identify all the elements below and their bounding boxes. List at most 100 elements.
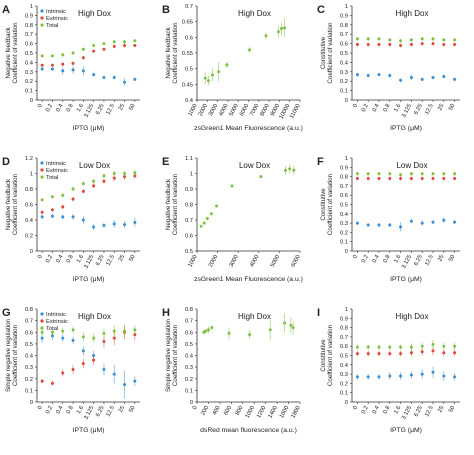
panel-d-x-tick-label: 50: [128, 254, 136, 263]
panel-g-legend-marker: [40, 326, 44, 330]
panel-e-x-tick-label: 6000: [290, 254, 301, 268]
panel-g-y-tick-label: 0.4: [25, 354, 34, 360]
panel-g-y-label: Simple negative regulation: [5, 318, 12, 391]
panel-c-data-point: [388, 74, 392, 78]
panel-d-y-tick-label: 0: [30, 249, 33, 255]
panel-a-y-label: Negative feedback: [5, 26, 12, 78]
panel-c-x-tick-label: 0.8: [382, 103, 391, 113]
panel-i-y-tick-label: 0.2: [340, 381, 348, 387]
panel-a: 00.10.20.30.40.50.60.70.80.910 0.2 0.4 0.8 1…: [2, 4, 140, 132]
panel-a-x-tick-label: 0.2: [45, 103, 54, 113]
panel-g-panel-letter: G: [2, 307, 11, 319]
panel-h-x-tick-label: 400: [212, 405, 222, 416]
panel-f-x-tick-label: 3.125: [401, 254, 413, 270]
panel-f-y-tick-label: 0.7: [340, 184, 348, 190]
panel-i-data-point: [377, 352, 381, 356]
panel-b-y-tick-label: 0.6: [185, 35, 193, 41]
panel-e: 0.5 0.6 0.7 0.8 0.9 1 1.1 1000 2000 3000 4000 5000 6…: [162, 156, 303, 283]
panel-i-data-point: [420, 344, 424, 348]
panel-a-data-point: [50, 67, 54, 71]
panel-g-x-tick-label: 0.8: [66, 405, 75, 415]
panel-e-title: Low Dox: [239, 161, 270, 170]
panel-a-x-tick-label: 0.4: [55, 102, 64, 113]
panel-g-data-point: [61, 336, 65, 340]
panel-e-y-tick-label: 0.8: [185, 203, 193, 209]
panel-c-data-point: [377, 73, 381, 77]
panel-e-panel-letter: E: [162, 156, 169, 168]
panel-d: 00.20.40.60.811.20 0.2 0.4 0.8 1.63.125 6.25 1…: [2, 156, 140, 283]
panel-b-data-point: [264, 34, 268, 38]
panel-a-y-label: Coefficient of variation: [12, 22, 19, 84]
panel-d-data-point: [40, 210, 44, 214]
panel-g-data-point: [102, 340, 106, 344]
panel-g-x-tick-label: 0.4: [55, 404, 64, 415]
panel-i-title: High Dox: [396, 312, 429, 321]
panel-i-data-point: [355, 352, 359, 356]
panel-f-x-tick-label: 0.8: [382, 254, 391, 264]
panel-a-x-tick-label: 1.6: [76, 103, 85, 113]
panel-i-y-tick-label: 0.8: [340, 326, 348, 332]
panel-c-x-tick-label: 50: [448, 103, 456, 112]
panel-b-y-tick-label: 0.5: [185, 67, 193, 73]
panel-i-data-point: [366, 352, 370, 356]
panel-g-y-label: Coefficient of variation: [12, 324, 19, 386]
panel-h-panel-letter: H: [162, 307, 170, 319]
panel-f-data-point: [366, 172, 370, 176]
panel-a-legend-label: Extrinsic: [46, 16, 68, 22]
panel-f-x-tick-label: 0.4: [372, 253, 381, 264]
panel-g-x-label: IPTG (μM): [73, 427, 105, 434]
panel-g-data-point: [71, 328, 75, 332]
panel-a-x-tick-label: 0.8: [66, 103, 75, 113]
panel-h-x-tick-label: 800: [235, 405, 245, 416]
panel-i-data-point: [442, 374, 446, 378]
panel-a-y-tick-label: 0.5: [25, 51, 33, 57]
panel-f-x-tick-label: 25: [437, 254, 445, 263]
panel-h-data-point: [204, 329, 208, 333]
panel-a-y-tick-label: 0.1: [25, 89, 33, 95]
panel-a-data-point: [123, 40, 127, 44]
panel-g-x-tick-label: 3.125: [83, 405, 95, 421]
panel-i-x-label: IPTG (μM): [390, 427, 422, 434]
panel-g-data-point: [123, 383, 127, 387]
panel-h-y-tick-label: 0.7: [185, 319, 193, 325]
panel-c-data-point: [453, 77, 457, 81]
panel-i-y-tick-label: 0.9: [340, 316, 348, 322]
panel-g-data-point: [40, 379, 44, 383]
panel-g-legend-marker: [40, 312, 44, 316]
panel-c-x-label: IPTG (μM): [390, 125, 422, 132]
panel-c-y-tick-label: 0.3: [340, 70, 348, 76]
panel-e-data-point: [230, 184, 234, 188]
panel-b-x-tick-label: 4000: [218, 103, 229, 117]
panel-c-data-point: [431, 37, 435, 41]
panel-h-x-label: dsRed mean fluorescence (a.u.): [200, 427, 297, 434]
panel-a-y-tick-label: 0.4: [25, 60, 34, 66]
panel-b-x-label: zsGreen1 Mean Fluorescence (a.u.): [194, 125, 303, 132]
panel-d-x-tick-label: 0.4: [55, 253, 64, 264]
panel-c-data-point: [366, 37, 370, 41]
panel-c-data-point: [442, 43, 446, 47]
panel-a-y-tick-label: 0.2: [25, 79, 33, 85]
panel-c-data-point: [388, 38, 392, 42]
panel-i-data-point: [431, 342, 435, 346]
panel-a-title: High Dox: [78, 9, 111, 18]
panel-g-legend-label: Extrinsic: [46, 319, 68, 325]
panel-f-data-point: [366, 223, 370, 227]
panel-i: 00.10.20.30.40.50.60.70.80.910 0.2 0.4 0.8 1…: [317, 307, 460, 434]
panel-i-data-point: [409, 351, 413, 355]
panel-b-data-point: [206, 79, 210, 83]
panel-a-panel-letter: A: [2, 4, 10, 16]
panel-a-legend-marker: [40, 23, 44, 27]
panel-i-data-point: [420, 372, 424, 376]
panel-h-y-tick-label: 0.1: [185, 388, 193, 394]
panel-c-panel-letter: C: [317, 4, 325, 16]
panel-e-x-tick-label: 2000: [208, 254, 219, 268]
panel-b-x-tick-label: 1000: [187, 103, 198, 117]
panel-h-y-tick-label: 0.3: [185, 365, 193, 371]
panel-f-data-point: [409, 176, 413, 180]
panel-d-y-tick-label: 1: [30, 172, 33, 178]
panel-g-data-point: [112, 336, 116, 340]
panel-h-x-tick-label: 1400: [268, 405, 279, 419]
panel-e-y-label: Coefficient of variation: [172, 173, 179, 235]
panel-d-data-point: [123, 172, 127, 175]
